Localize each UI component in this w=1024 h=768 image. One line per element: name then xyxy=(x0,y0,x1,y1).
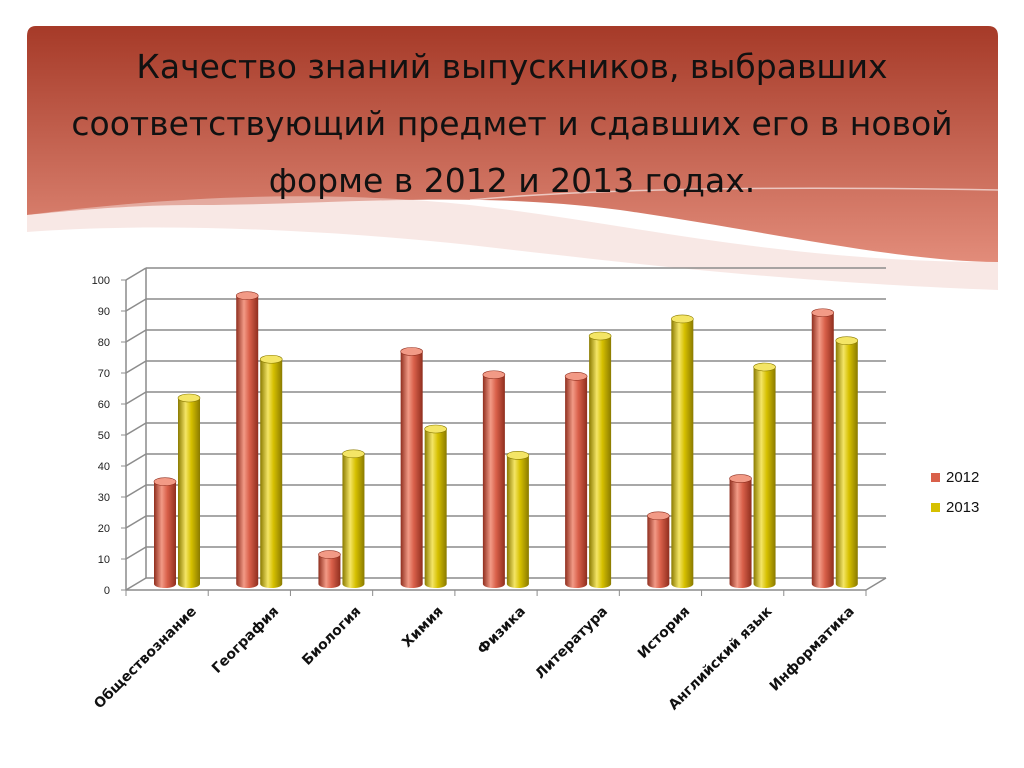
y-tick-label: 20 xyxy=(98,523,110,535)
bar-cap xyxy=(177,393,201,403)
bar-cap xyxy=(342,449,365,459)
gridline-diagonal xyxy=(125,453,147,467)
gridline-diagonal xyxy=(125,422,147,436)
bar-2013-5 xyxy=(506,451,530,588)
x-category-label: Обществознание xyxy=(91,604,200,713)
bar-2012-4 xyxy=(400,347,423,588)
bar-cap xyxy=(564,371,588,381)
bar-body xyxy=(260,359,283,588)
bar-cap xyxy=(153,477,177,487)
bar-body xyxy=(729,478,752,588)
bar-cap xyxy=(647,511,670,521)
bar-cap xyxy=(235,291,259,301)
bar-2012-9 xyxy=(811,308,835,588)
bar-cap xyxy=(400,347,423,356)
bar-cap xyxy=(482,370,506,380)
bar-2013-3 xyxy=(342,449,365,588)
x-category-label: Физика xyxy=(475,604,529,658)
gridline-diagonal xyxy=(125,577,147,591)
bar-cap xyxy=(671,314,694,324)
bar-2012-8 xyxy=(729,474,752,588)
x-category-label: Биология xyxy=(299,604,364,669)
gridline-diagonal xyxy=(125,298,147,312)
bar-body xyxy=(671,318,694,588)
gridline-diagonal xyxy=(125,329,147,343)
y-tick-label: 80 xyxy=(98,337,110,349)
gridline-diagonal xyxy=(125,546,147,560)
bar-cap xyxy=(506,451,530,460)
bar-cap xyxy=(588,331,612,341)
bar-cap xyxy=(424,424,447,434)
banner-wave xyxy=(27,196,998,290)
bar-cap xyxy=(835,336,859,345)
bar-body xyxy=(318,554,341,588)
gridline-diagonal xyxy=(125,484,147,498)
bar-body xyxy=(753,367,776,588)
bar-body xyxy=(482,374,505,588)
bar-2012-6 xyxy=(564,371,588,588)
legend-swatch-2012 xyxy=(931,473,940,482)
bar-body xyxy=(506,455,529,588)
x-category-label: История xyxy=(635,604,693,662)
x-category-label: Литература xyxy=(532,604,611,683)
y-tick-label: 40 xyxy=(98,461,110,473)
bar-cap xyxy=(259,354,283,364)
bar-body xyxy=(589,336,612,588)
bar-cap xyxy=(811,308,835,318)
bar-2012-5 xyxy=(482,370,506,588)
bar-body xyxy=(647,515,670,588)
legend-label-2013: 2013 xyxy=(946,499,979,516)
bar-cap xyxy=(753,362,776,372)
gridline-diagonal xyxy=(125,391,147,405)
gridline-diagonal xyxy=(125,515,147,529)
bar-body xyxy=(342,453,365,588)
y-tick-label: 50 xyxy=(98,430,110,442)
bar-body xyxy=(811,312,834,588)
bar-2012-2 xyxy=(235,291,259,588)
x-category-label: География xyxy=(209,604,282,677)
floor-edge xyxy=(865,577,887,591)
bar-2013-1 xyxy=(177,393,201,588)
y-tick-label: 100 xyxy=(92,275,110,287)
slide-title: Качество знаний выпускников, выбравших с… xyxy=(71,47,953,200)
y-tick-label: 30 xyxy=(98,492,110,504)
gridline-diagonal xyxy=(125,267,147,281)
y-tick-label: 10 xyxy=(98,554,110,566)
bar-body xyxy=(835,340,858,588)
bar-2013-6 xyxy=(588,331,612,588)
x-category-label: Информатика xyxy=(767,604,858,695)
bar-2013-9 xyxy=(835,336,859,588)
gridline-diagonal xyxy=(125,360,147,374)
bar-cap xyxy=(729,474,752,483)
y-tick-label: 0 xyxy=(104,585,110,597)
legend-label-2012: 2012 xyxy=(946,469,979,486)
bar-2013-4 xyxy=(424,424,447,588)
bar-body xyxy=(178,398,200,588)
bar-cap xyxy=(318,550,341,559)
y-tick-label: 90 xyxy=(98,306,110,318)
y-tick-label: 70 xyxy=(98,368,110,380)
bars xyxy=(153,291,859,588)
bar-2013-7 xyxy=(671,314,694,588)
bar-body xyxy=(400,351,423,588)
bar-body xyxy=(236,295,259,588)
bar-2012-7 xyxy=(647,511,670,588)
bar-2012-3 xyxy=(318,550,341,588)
bar-2012-1 xyxy=(153,477,177,588)
bar-2013-2 xyxy=(259,354,283,588)
banner-wave-line xyxy=(469,187,999,201)
legend-swatch-2013 xyxy=(931,503,940,512)
bar-body xyxy=(424,429,447,588)
bar-2013-8 xyxy=(753,362,776,588)
x-category-label: Химия xyxy=(399,604,446,651)
title-banner xyxy=(27,26,999,290)
legend: 2012 2013 xyxy=(931,469,979,516)
bar-body xyxy=(565,376,588,588)
bar-body xyxy=(154,481,176,588)
y-tick-label: 60 xyxy=(98,399,110,411)
